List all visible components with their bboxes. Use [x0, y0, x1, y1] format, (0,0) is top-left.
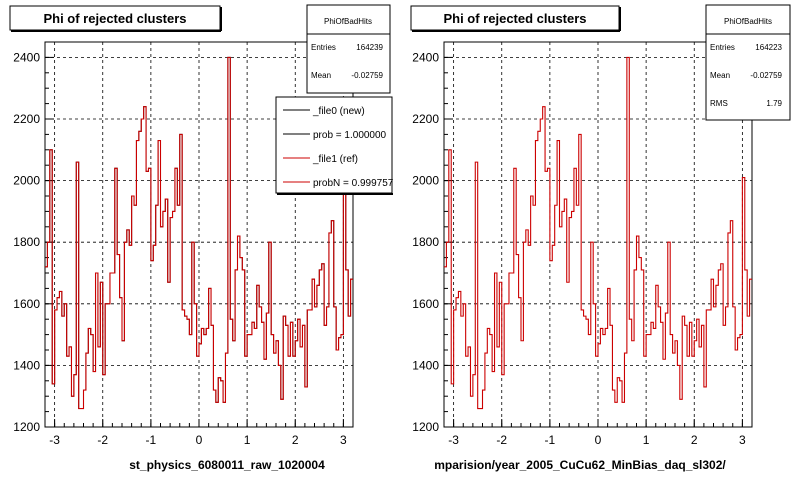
y-tick-label: 2000 — [412, 174, 439, 188]
x-tick-label: 2 — [292, 433, 299, 447]
x-tick-label: -2 — [97, 433, 108, 447]
stats-label-entries: Entries — [311, 43, 336, 52]
y-tick-label: 2400 — [13, 50, 40, 64]
y-tick-label: 1200 — [412, 420, 439, 434]
x-tick-label: 3 — [340, 433, 347, 447]
x-tick-label: -3 — [448, 433, 459, 447]
x-tick-label: 2 — [691, 433, 698, 447]
y-tick-label: 2000 — [13, 174, 40, 188]
x-tick-label: -3 — [49, 433, 60, 447]
y-tick-label: 1600 — [412, 297, 439, 311]
stats-value-mean: -0.02759 — [750, 71, 782, 80]
axis-ticks: -3 -2 -1 0 1 2 3 1200 1400 1600 1800 2000 2200 2400 — [412, 41, 753, 447]
y-tick-label: 2200 — [13, 112, 40, 126]
axis-ticks: -3 -2 -1 0 1 2 3 1200 1400 1600 1800 2000 2200 2400 — [13, 41, 354, 447]
x-tick-label: -1 — [545, 433, 556, 447]
chart-title: Phi of rejected clusters — [443, 11, 586, 26]
y-tick-label: 1800 — [412, 235, 439, 249]
histogram-line--file1-ref- — [45, 56, 353, 410]
x-tick-label: 3 — [739, 433, 746, 447]
stats-label-rms: RMS — [710, 99, 728, 108]
y-tick-label: 1400 — [13, 358, 40, 372]
title-box: Phi of rejected clusters — [410, 5, 621, 32]
legend: _file0 (new) prob = 1.000000 _file1 (ref… — [275, 96, 394, 195]
chart-title: Phi of rejected clusters — [43, 11, 186, 26]
x-tick-label: 0 — [595, 433, 602, 447]
stats-value-entries: 164223 — [755, 43, 782, 52]
stats-label-entries: Entries — [710, 43, 735, 52]
y-tick-label: 1200 — [13, 420, 40, 434]
stats-box: PhiOfBadHits Entries 164223 Mean -0.0275… — [705, 4, 791, 121]
x-axis-label: mparision/year_2005_CuCu62_MinBias_daq_s… — [434, 458, 726, 472]
title-box: Phi of rejected clusters — [9, 5, 222, 32]
legend-label-probn: probN = 0.999757 — [313, 178, 394, 189]
legend-label-new: _file0 (new) — [312, 106, 365, 117]
y-tick-label: 2400 — [412, 50, 439, 64]
x-tick-label: 0 — [196, 433, 203, 447]
stats-value-entries: 164239 — [356, 43, 383, 52]
stats-value-mean: -0.02759 — [351, 71, 383, 80]
right-histogram-panel: -3 -2 -1 0 1 2 3 1200 1400 1600 1800 2000 2200 2400 P… — [410, 4, 791, 472]
legend-label-prob: prob = 1.000000 — [313, 130, 387, 141]
x-tick-label: 1 — [244, 433, 251, 447]
y-tick-label: 1800 — [13, 235, 40, 249]
stats-label-mean: Mean — [710, 71, 730, 80]
x-tick-label: -2 — [496, 433, 507, 447]
stats-label-mean: Mean — [311, 71, 331, 80]
stats-box: PhiOfBadHits Entries 164239 Mean -0.0275… — [306, 4, 391, 94]
y-tick-label: 2200 — [412, 112, 439, 126]
y-tick-label: 1600 — [13, 297, 40, 311]
x-axis-label: st_physics_6080011_raw_1020004 — [129, 458, 325, 472]
y-tick-label: 1400 — [412, 358, 439, 372]
x-tick-label: -1 — [146, 433, 157, 447]
histogram-line-series — [444, 56, 752, 410]
histogram-series — [45, 56, 353, 410]
left-histogram-panel: -3 -2 -1 0 1 2 3 1200 1400 1600 1800 2000 2200 2400 P… — [9, 4, 394, 472]
histogram-series — [444, 56, 752, 410]
x-tick-label: 1 — [643, 433, 650, 447]
stats-name: PhiOfBadHits — [724, 17, 772, 26]
stats-name: PhiOfBadHits — [324, 17, 372, 26]
legend-label-ref: _file1 (ref) — [312, 154, 358, 165]
stats-value-rms: 1.79 — [766, 99, 782, 108]
